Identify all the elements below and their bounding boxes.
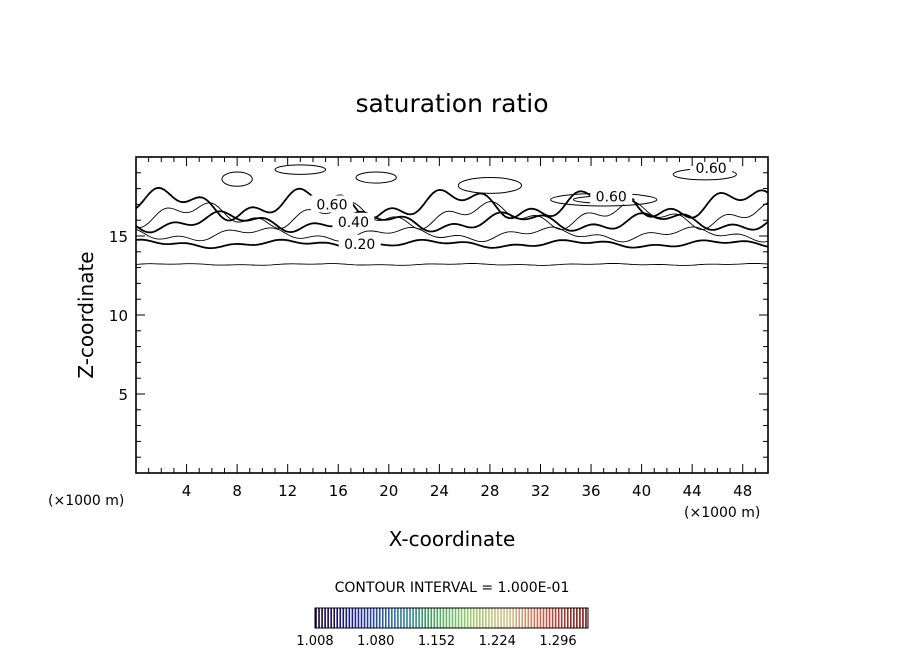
contour-interval: CONTOUR INTERVAL = 1.000E-01 [335, 580, 570, 596]
y-axis-label: Z-coordinate [74, 251, 98, 378]
contour-lines [135, 164, 769, 266]
contour-label: 0.20 [344, 237, 375, 253]
colorbar-tick-label: 1.224 [479, 634, 516, 649]
contour-line [135, 238, 769, 249]
x-tick-label: 48 [733, 482, 752, 500]
contour-label: 0.60 [316, 197, 347, 213]
y-tick-label: 15 [109, 228, 128, 246]
contour-line [135, 226, 769, 243]
colorbar-tick-label: 1.296 [539, 634, 576, 649]
contour-loop [221, 171, 253, 187]
colorbar-tick-label: 1.152 [418, 634, 455, 649]
contour-line [135, 200, 769, 231]
x-tick-label: 32 [531, 482, 550, 500]
x-tick-label: 40 [632, 482, 651, 500]
plot-frame [135, 156, 769, 474]
contour-line [135, 186, 769, 222]
contour-line [135, 210, 769, 234]
x-tick-label: 24 [430, 482, 449, 500]
contour-label: 0.60 [596, 190, 627, 206]
contour-label-bg [590, 187, 633, 205]
x-tick-label: 8 [232, 482, 242, 500]
contour-loop [355, 171, 397, 184]
x-axis-label: X-coordinate [389, 527, 516, 551]
x-tick-label: 28 [480, 482, 499, 500]
y-tick-label: 10 [109, 307, 128, 325]
x-axis-unit: (×1000 m) [684, 505, 760, 521]
x-tick-label: 16 [329, 482, 348, 500]
colorbar-frame [314, 607, 589, 629]
contour-labels: 0.20 0.40 0.60 0.60 0.60 [310, 159, 733, 253]
colorbar-labels: 1.008 1.080 1.152 1.224 1.296 [296, 634, 576, 649]
x-tick-label: 20 [379, 482, 398, 500]
contour-label-bg [310, 195, 353, 213]
contour-loop [274, 164, 327, 175]
contour-loop [457, 177, 523, 194]
colorbar-tick-label: 1.008 [296, 634, 333, 649]
x-ticks: 4 8 12 16 20 24 28 32 36 40 44 48 [148, 157, 756, 500]
x-tick-label: 36 [581, 482, 600, 500]
y-axis-unit: (×1000 m) [48, 493, 124, 509]
contour-label: 0.60 [696, 161, 727, 177]
x-tick-label: 12 [278, 482, 297, 500]
y-tick-label: 5 [118, 386, 128, 404]
chart-title: saturation ratio [355, 89, 548, 118]
colorbar-tick-label: 1.080 [357, 634, 394, 649]
contour-label: 0.40 [338, 215, 369, 231]
contour-label-bg [690, 159, 733, 177]
x-tick-label: 44 [683, 482, 702, 500]
contour-label-bg [332, 212, 375, 230]
y-ticks: 5 10 15 [109, 172, 768, 458]
contour-label-bg [338, 234, 381, 252]
colorbar [314, 607, 589, 629]
x-tick-label: 4 [182, 482, 192, 500]
contour-line [135, 262, 769, 266]
